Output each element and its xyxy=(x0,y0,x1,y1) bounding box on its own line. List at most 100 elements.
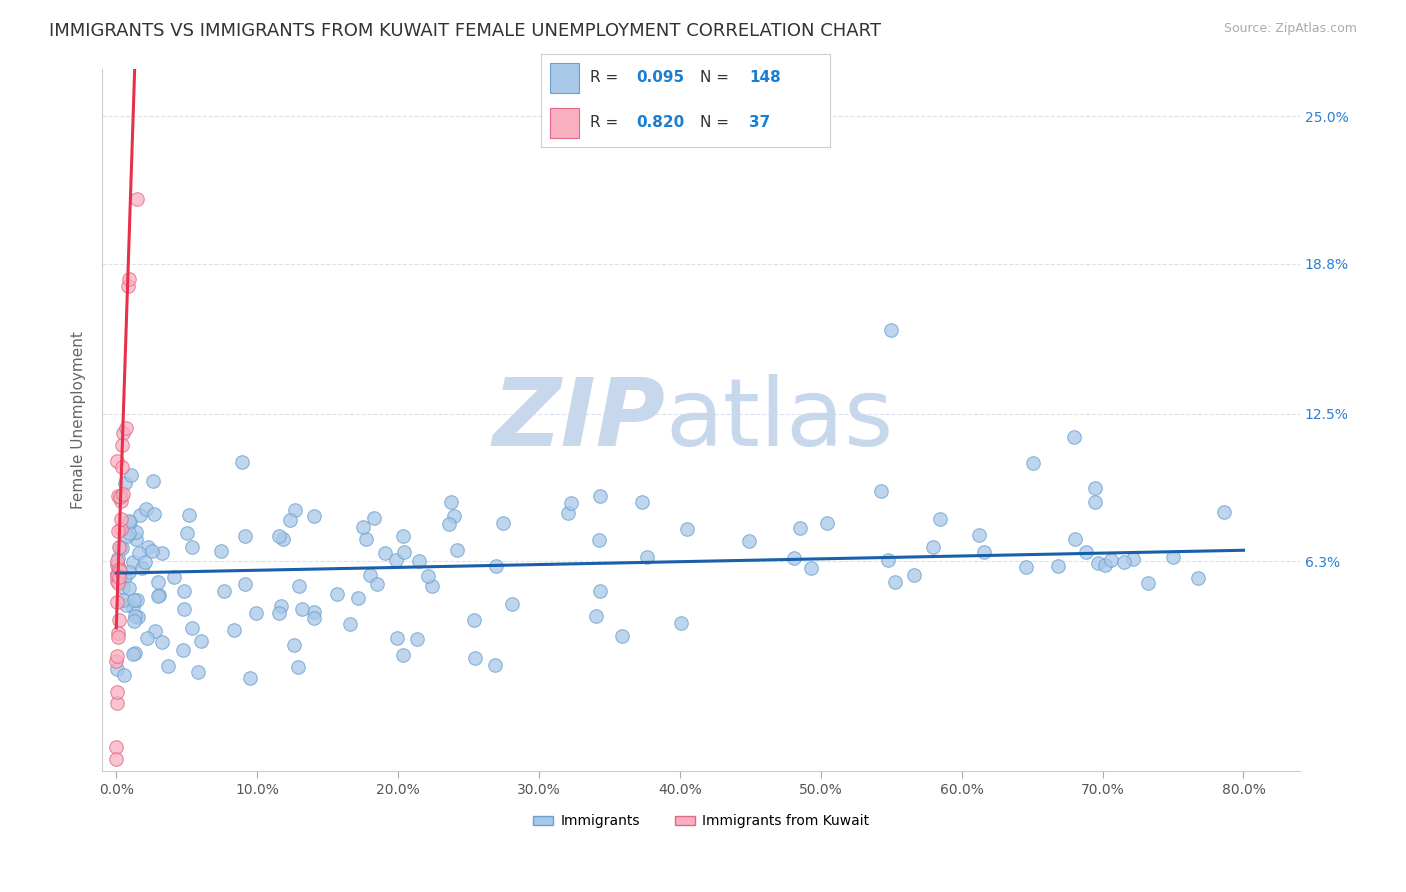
Point xyxy=(392,544,415,558)
Point xyxy=(437,516,460,531)
Point xyxy=(117,279,139,293)
Point xyxy=(267,606,290,620)
Point xyxy=(738,533,761,548)
Point xyxy=(1084,481,1107,495)
Point xyxy=(105,558,128,573)
Legend: Immigrants, Immigrants from Kuwait: Immigrants, Immigrants from Kuwait xyxy=(527,809,875,834)
Point xyxy=(125,524,148,539)
Point xyxy=(128,546,150,560)
Point xyxy=(138,540,160,554)
Point xyxy=(675,522,697,536)
Point xyxy=(1099,552,1122,566)
Point xyxy=(105,696,128,710)
Point xyxy=(1087,557,1109,571)
Point xyxy=(136,631,159,645)
Point xyxy=(141,474,163,488)
Point xyxy=(146,589,169,603)
Point xyxy=(111,460,134,475)
Point xyxy=(1022,457,1045,471)
Text: IMMIGRANTS VS IMMIGRANTS FROM KUWAIT FEMALE UNEMPLOYMENT CORRELATION CHART: IMMIGRANTS VS IMMIGRANTS FROM KUWAIT FEM… xyxy=(49,22,882,40)
Point xyxy=(121,599,143,614)
Text: ZIP: ZIP xyxy=(492,374,665,466)
Point xyxy=(110,489,132,503)
Point xyxy=(110,512,132,526)
Text: R =: R = xyxy=(591,70,623,86)
Point xyxy=(783,551,806,566)
Point xyxy=(105,554,128,568)
Point xyxy=(135,502,157,516)
Text: 37: 37 xyxy=(749,115,770,130)
Point xyxy=(384,553,406,567)
Point xyxy=(181,540,204,554)
Point xyxy=(464,651,486,665)
Point xyxy=(105,567,128,582)
Point xyxy=(304,611,326,625)
Point xyxy=(1046,558,1069,573)
Point xyxy=(463,613,485,627)
Point xyxy=(501,597,523,611)
Point xyxy=(789,521,811,535)
FancyBboxPatch shape xyxy=(550,108,579,138)
Point xyxy=(287,659,309,673)
Point xyxy=(173,583,195,598)
Point xyxy=(374,546,396,560)
Point xyxy=(291,601,314,615)
Point xyxy=(231,455,253,469)
Point xyxy=(1094,558,1116,572)
Y-axis label: Female Unemployment: Female Unemployment xyxy=(72,331,86,508)
Point xyxy=(354,532,377,546)
Point xyxy=(1161,550,1184,565)
Point xyxy=(408,554,430,568)
Point xyxy=(287,579,309,593)
Point xyxy=(391,529,413,543)
Point xyxy=(111,541,134,555)
Point xyxy=(443,508,465,523)
Text: 148: 148 xyxy=(749,70,780,86)
Point xyxy=(446,543,468,558)
Point xyxy=(127,193,149,207)
Point xyxy=(107,614,129,628)
Point xyxy=(129,508,152,523)
Point xyxy=(131,561,153,575)
Point xyxy=(107,570,129,584)
Point xyxy=(112,593,135,607)
Point xyxy=(903,568,925,582)
Point xyxy=(114,476,136,491)
Point xyxy=(107,576,129,591)
Point xyxy=(1122,552,1144,566)
Point xyxy=(107,551,129,566)
Point xyxy=(111,487,134,501)
Point xyxy=(148,588,170,602)
Point xyxy=(177,508,200,522)
Point xyxy=(108,564,131,578)
Text: 0.095: 0.095 xyxy=(637,70,685,86)
Point xyxy=(107,524,129,538)
Point xyxy=(107,630,129,644)
Point xyxy=(631,495,654,509)
Point xyxy=(110,522,132,536)
Point xyxy=(117,526,139,541)
Point xyxy=(125,533,148,547)
Point xyxy=(105,752,128,766)
Point xyxy=(817,516,839,530)
Point xyxy=(114,421,136,435)
Point xyxy=(117,271,139,285)
Point xyxy=(105,739,128,754)
Point xyxy=(492,516,515,530)
Point xyxy=(107,565,129,579)
Point xyxy=(339,617,361,632)
Text: N =: N = xyxy=(700,70,734,86)
Point xyxy=(209,544,232,558)
Point xyxy=(359,567,381,582)
Point xyxy=(278,513,301,527)
Text: Source: ZipAtlas.com: Source: ZipAtlas.com xyxy=(1223,22,1357,36)
Point xyxy=(636,550,658,565)
Point xyxy=(110,540,132,554)
Point xyxy=(589,583,612,598)
Point xyxy=(418,569,440,583)
Point xyxy=(302,605,325,619)
Point xyxy=(150,546,173,560)
Point xyxy=(110,494,132,508)
Point xyxy=(127,593,149,607)
Point xyxy=(172,643,194,657)
